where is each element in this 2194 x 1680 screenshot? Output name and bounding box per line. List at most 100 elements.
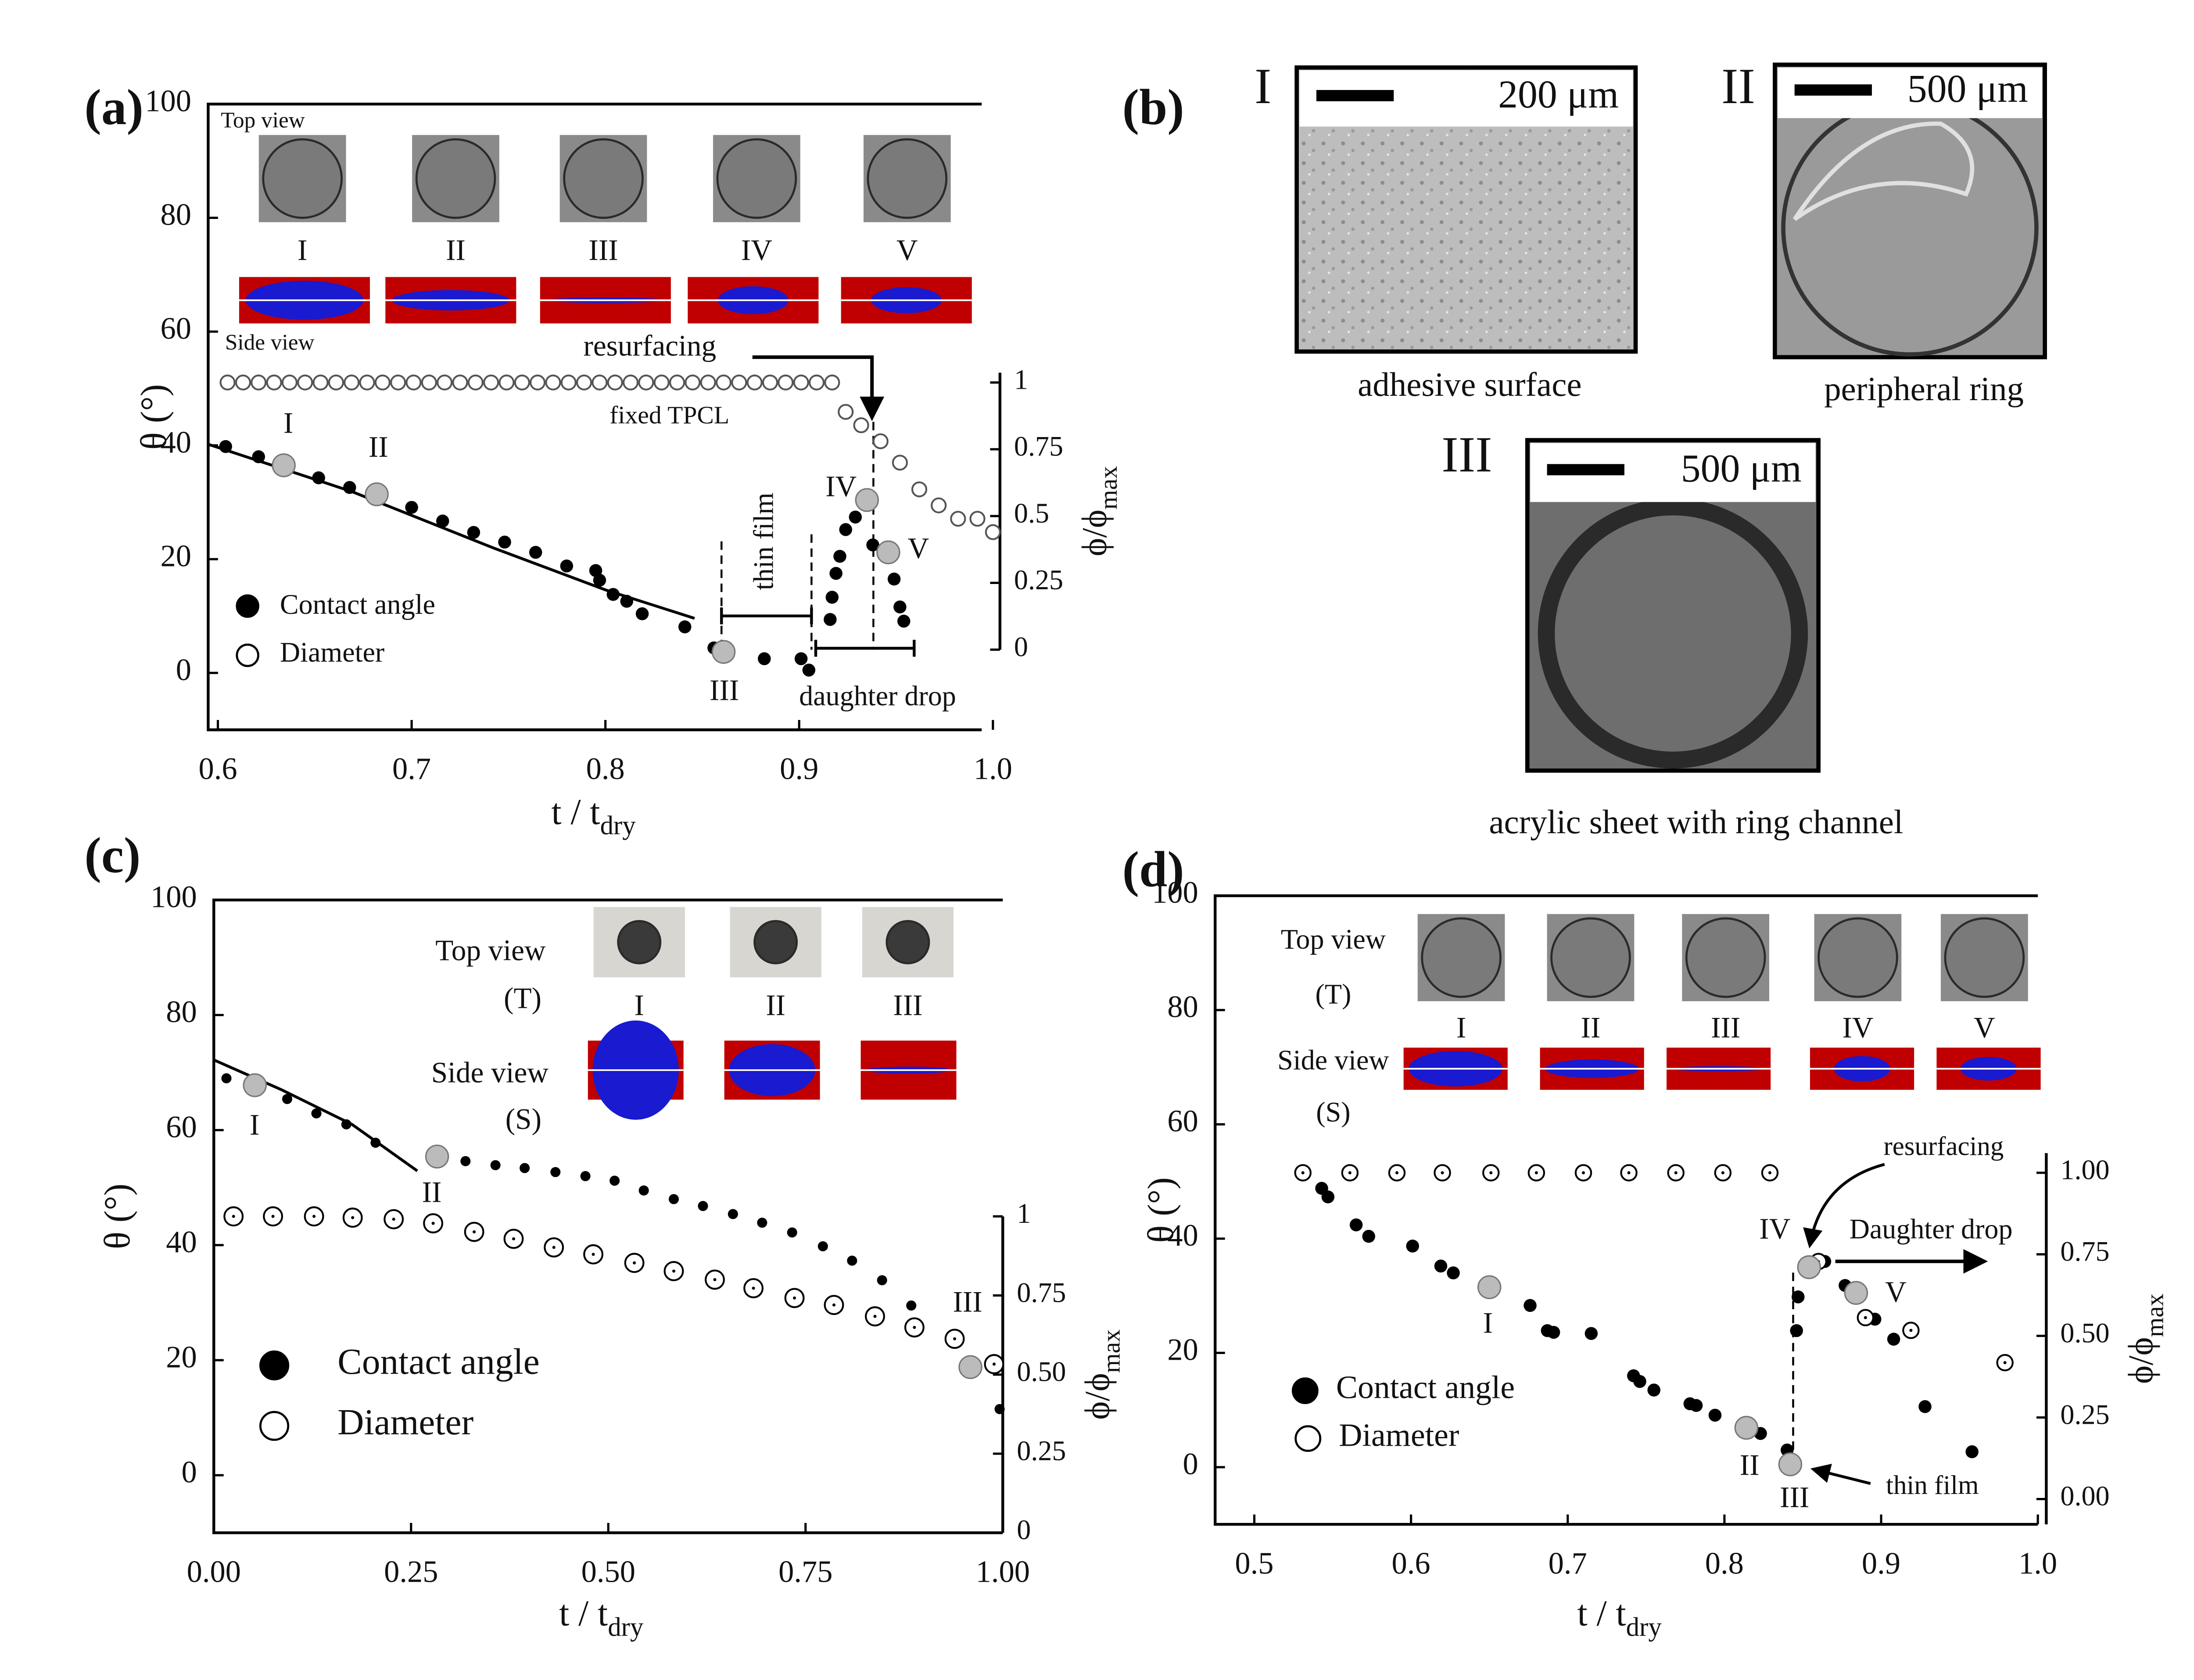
contact-angle-point <box>1647 1383 1660 1397</box>
diameter-point <box>560 374 577 390</box>
inset-label: II <box>766 989 785 1021</box>
contact-angle-point <box>728 1209 738 1219</box>
y-tick-label: 60 <box>160 312 191 346</box>
diameter-point <box>685 374 701 390</box>
legend-label: Diameter <box>337 1402 473 1443</box>
diameter-point-center <box>1441 1171 1444 1175</box>
diameter-point-center <box>552 1246 556 1249</box>
diameter-point <box>328 374 344 390</box>
contact-angle-point <box>906 1300 917 1311</box>
highlight-point <box>425 1144 449 1169</box>
resurfacing-arrow <box>1803 1163 1885 1249</box>
diameter-point-center <box>1864 1316 1867 1319</box>
diameter-point-center <box>1489 1171 1493 1175</box>
contact-angle-point <box>312 471 325 484</box>
x-axis-title-main: t / t <box>551 792 600 832</box>
highlight-point <box>272 453 296 477</box>
image-caption: adhesive surface <box>1358 365 1581 403</box>
y2-tick-label: 0 <box>1017 1514 1031 1545</box>
contact-angle-point <box>560 559 574 573</box>
diameter-point <box>622 374 639 390</box>
top-view-label: Top view <box>1281 924 1386 955</box>
top-view-drop <box>1685 917 1766 998</box>
diameter-point-center <box>512 1237 516 1241</box>
contact-angle-point <box>638 1185 649 1196</box>
contact-angle-point <box>994 1404 1005 1415</box>
inset-label: II <box>446 233 466 266</box>
top-view-drop <box>563 138 644 219</box>
y2-axis-title-main: ϕ/ϕ <box>1076 509 1115 556</box>
daughter-drop-bracket <box>814 640 916 657</box>
axis-frame <box>207 102 982 731</box>
diameter-point <box>344 374 360 390</box>
contact-angle-point <box>817 1241 828 1252</box>
resurfacing-arrow <box>752 355 885 421</box>
diameter-point <box>219 374 236 390</box>
inset-label: IV <box>1842 1011 1873 1044</box>
chart-panel: (a) 0.6 0.7 0.8 0.9 1.0 0 20 40 60 80 100 0 0.25 0.5 0.… <box>84 79 1122 841</box>
contact-angle-point <box>282 1094 293 1104</box>
x-axis-title-main: t / t <box>1577 1594 1626 1634</box>
diameter-point <box>359 374 375 390</box>
y-tick-label: 40 <box>1167 1218 1198 1253</box>
x-tick-label: 1.0 <box>2018 1547 2057 1581</box>
y2-tick-label: 0.75 <box>1014 431 1063 462</box>
x-tick-label: 0.6 <box>198 752 237 786</box>
side-view-label: Side view <box>225 330 315 355</box>
contact-angle-point <box>529 546 542 559</box>
y2-axis-title: ϕ/ϕmax <box>1079 1329 1126 1420</box>
fit-line <box>208 443 695 620</box>
side-view-label: Side view <box>1277 1045 1389 1076</box>
axis-frame <box>1214 894 2038 1526</box>
scale-bar-label: 500 μm <box>1907 67 2028 111</box>
annotation: thin film <box>748 493 779 591</box>
contact-angle-point <box>609 1175 620 1186</box>
y-tick-label: 80 <box>166 995 197 1029</box>
diameter-point-center <box>1674 1171 1678 1175</box>
contact-angle-point <box>849 510 862 524</box>
y2-tick-label: 0.75 <box>1017 1277 1066 1308</box>
contact-angle-point <box>1406 1239 1419 1253</box>
highlight-label: III <box>1780 1481 1809 1514</box>
inset-label: V <box>896 233 918 266</box>
contact-angle-point <box>460 1156 471 1166</box>
x-tick-label: 0.75 <box>778 1555 832 1589</box>
image-numeral: II <box>1721 58 1755 114</box>
y2-tick-label: 0.50 <box>1017 1356 1066 1387</box>
contact-angle-point <box>341 1119 351 1130</box>
contact-angle-point <box>1524 1299 1537 1312</box>
diameter-point-center <box>473 1230 476 1234</box>
highlight-point <box>1734 1415 1759 1440</box>
highlight-label: III <box>953 1286 982 1318</box>
contact-angle-point <box>467 526 480 539</box>
x-tick-label: 0.9 <box>780 752 818 786</box>
x-tick-label: 1.00 <box>976 1555 1030 1589</box>
contact-angle-point <box>370 1137 381 1148</box>
diameter-point <box>872 433 889 449</box>
diameter-point-center <box>713 1278 717 1282</box>
side-view-sub: (S) <box>1316 1096 1350 1128</box>
diameter-point <box>405 374 422 390</box>
diameter-point <box>374 374 391 390</box>
highlight-point <box>958 1355 982 1379</box>
y-tick-label: 0 <box>176 653 191 687</box>
x-tick-label: 0.7 <box>392 752 431 786</box>
contact-angle-point <box>678 620 692 634</box>
diameter-point <box>576 374 592 390</box>
x-axis-title-sub: dry <box>1626 1613 1662 1642</box>
contact-angle-point <box>758 652 771 666</box>
top-view-drop <box>867 138 948 219</box>
highlight-label: V <box>908 532 929 565</box>
diameter-point <box>746 374 763 390</box>
y-tick-label: 0 <box>182 1455 197 1489</box>
diameter-point <box>483 374 499 390</box>
side-view-sub: (S) <box>505 1103 541 1136</box>
contact-angle-point <box>1790 1324 1803 1337</box>
diameter-point <box>653 374 670 390</box>
diameter-point <box>437 374 453 390</box>
contact-angle-point <box>877 1275 887 1286</box>
highlight-label: V <box>1885 1275 1907 1308</box>
diameter-point <box>281 374 298 390</box>
contact-angle-point <box>343 481 356 494</box>
legend-marker <box>259 1411 290 1441</box>
